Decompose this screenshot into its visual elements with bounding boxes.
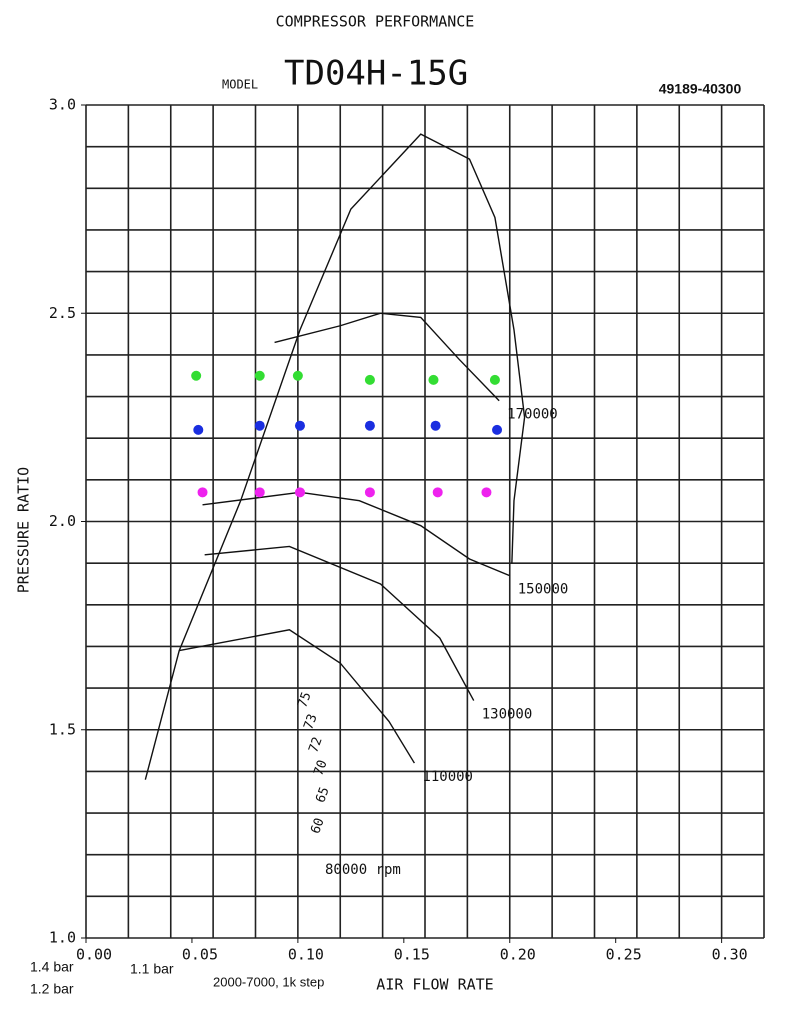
point: [428, 374, 439, 385]
x-tick-label: 0.20: [500, 946, 536, 964]
surge-line: [144, 133, 526, 780]
point: [432, 487, 443, 498]
legend-label: 1.2 bar: [30, 981, 74, 997]
efficiency-label: 73: [301, 712, 320, 732]
point: [193, 424, 204, 435]
x-tick-label: 0.00: [76, 946, 112, 964]
point: [492, 424, 503, 435]
x-tick-label: 0.25: [606, 946, 642, 964]
y-tick-label: 2.5: [49, 304, 76, 322]
model-label: MODEL: [222, 78, 258, 92]
x-tick-label: 0.15: [394, 946, 430, 964]
point: [364, 374, 375, 385]
x-tick-label: 0.05: [182, 946, 218, 964]
point: [254, 420, 265, 431]
point: [197, 487, 208, 498]
speed-label: 150000: [518, 582, 569, 598]
speed-line: [204, 545, 475, 701]
speed-label: 110000: [422, 769, 473, 785]
point: [294, 487, 305, 498]
chart-title: COMPRESSOR PERFORMANCE: [276, 13, 475, 31]
point: [294, 420, 305, 431]
part-number: 49189-40300: [659, 81, 742, 97]
efficiency-label: 72: [306, 735, 325, 755]
point: [364, 420, 375, 431]
point: [292, 370, 303, 381]
note: 2000-7000, 1k step: [213, 974, 324, 989]
point: [430, 420, 441, 431]
point: [254, 370, 265, 381]
y-tick-label: 2.0: [49, 512, 76, 530]
legend-label: 1.1 bar: [130, 961, 174, 977]
efficiency-label: 60: [308, 816, 327, 836]
point: [364, 487, 375, 498]
legend-label: 1.4 bar: [30, 959, 74, 975]
speed-line: [179, 629, 416, 764]
efficiency-label: 65: [313, 785, 332, 805]
model: TD04H-15G: [284, 54, 468, 94]
x-tick-label: 0.30: [712, 946, 748, 964]
speed-label: 170000: [507, 407, 558, 423]
point: [489, 374, 500, 385]
x-axis-title: AIR FLOW RATE: [376, 976, 493, 994]
speed-line: [274, 312, 500, 402]
point: [481, 487, 492, 498]
y-tick-label: 1.5: [49, 720, 76, 738]
rpm-label: 80000 rpm: [325, 862, 401, 878]
point: [191, 370, 202, 381]
speed-line: [202, 491, 511, 577]
y-axis-title: PRESSURE RATIO: [15, 467, 33, 593]
y-tick-label: 3.0: [49, 96, 76, 114]
point: [254, 487, 265, 498]
efficiency-label: 70: [311, 758, 330, 778]
x-tick-label: 0.10: [288, 946, 324, 964]
speed-label: 130000: [482, 707, 533, 723]
efficiency-label: 75: [295, 690, 314, 710]
y-tick-label: 1.0: [49, 929, 76, 947]
